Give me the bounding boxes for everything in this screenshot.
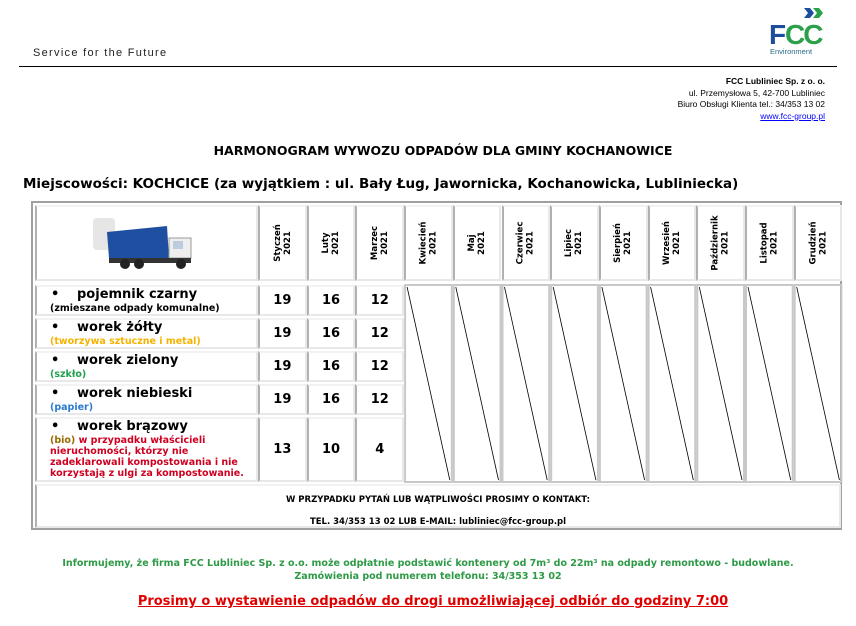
diagonal-line [455,286,499,481]
empty-month-cell [404,284,453,483]
waste-desc: (tworzywa sztuczne i metal) [50,336,201,347]
contact-row: W PRZYPADKU PYTAŃ LUB WĄTPLIWOŚCI PROSIM… [35,484,841,528]
collection-date: 16 [306,318,356,349]
month-header: Czerwiec 2021 [501,205,551,281]
waste-desc: (szkło) [50,369,87,380]
waste-name: pojemnik czarny [77,287,198,302]
diagonal-line [406,286,451,481]
collection-date: 19 [258,318,307,349]
bullet: • [51,353,60,368]
info-line-1: Informujemy, że firma FCC Lubliniec Sp. … [62,558,794,569]
company-info: FCC Lubliniec Sp. z o. o. ul. Przemysłow… [678,76,825,122]
location-heading: Miejscowości: KOCHCICE (za wyjątkiem : u… [23,176,739,192]
empty-month-cell [696,284,745,483]
bullet: • [51,287,60,302]
collection-date: 16 [306,384,356,415]
header-divider [19,66,837,67]
empty-month-cell [647,284,697,483]
collection-date: 4 [355,417,405,482]
waste-desc: (zmieszane odpady komunalne) [50,303,220,314]
month-header: Maj 2021 [452,205,502,281]
waste-name: worek brązowy [77,419,188,434]
collection-date: 16 [306,351,356,382]
company-address: ul. Przemysłowa 5, 42-700 Lubliniec [688,87,825,98]
svg-text:CC: CC [785,19,823,50]
collection-date: 12 [355,384,405,415]
collection-date: 19 [258,351,307,382]
diagonal-line [650,286,694,481]
collection-date: 12 [355,285,405,316]
empty-month-cell [550,284,599,483]
contact-line-2: TEL. 34/353 13 02 LUB E-MAIL: lubliniec@… [309,517,567,527]
empty-month-cell [598,284,648,483]
garbage-truck-icon [93,218,192,269]
diagonal-line [552,286,597,481]
waste-desc: w przypadku właścicieli nieruchomości, k… [50,435,244,479]
month-header: Kwiecień 2021 [404,205,453,281]
collection-time-notice: Prosimy o wystawienie odpadów do drogi u… [137,594,729,609]
empty-month-cell [452,284,502,483]
no-collection-diagonals [404,284,843,483]
truck-image-cell [35,205,258,281]
bullet: • [51,320,60,335]
contact-line-1: W PRZYPADKU PYTAŃ LUB WĄTPLIWOŚCI PROSIM… [285,495,591,505]
month-header: Luty 2021 [306,205,356,281]
month-header: Październik 2021 [696,205,745,281]
collection-date: 19 [258,384,307,415]
empty-month-cell [793,284,843,483]
waste-desc: (papier) [50,402,94,413]
bullet: • [51,386,60,401]
schedule-table: Styczeń 2021 Luty 2021 Marzec 2021 Kwiecień 202… [31,201,843,530]
collection-date: 10 [306,417,356,482]
diagonal-line [747,286,792,481]
svg-text:Environment: Environment [770,47,813,56]
waste-type-label: • worek niebieski (papier) [35,384,258,415]
svg-text:F: F [769,19,786,50]
company-name: FCC Lubliniec Sp. z o. o. [725,76,825,86]
bullet: • [51,419,60,434]
month-header: Marzec 2021 [355,205,405,281]
empty-month-cell [501,284,551,483]
diagonal-line [796,286,840,481]
month-header: Listopad 2021 [745,205,794,281]
collection-date: 19 [258,285,307,316]
month-header: Sierpień 2021 [598,205,648,281]
waste-type-label: • pojemnik czarny (zmieszane odpady komuna… [35,285,258,316]
month-header: Wrzesień 2021 [647,205,697,281]
collection-date: 12 [355,318,405,349]
waste-desc-prefix: (bio) [50,435,76,446]
collection-date: 13 [258,417,307,482]
waste-type-label: • worek żółty (tworzywa sztuczne i metal) [35,318,258,349]
waste-name: worek niebieski [77,386,193,401]
month-header: Styczeń 2021 [258,205,307,281]
page-title: HARMONOGRAM WYWOZU ODPADÓW DLA GMINY KOC… [213,143,673,158]
diagonal-line [698,286,743,481]
company-phone: Biuro Obsługi Klienta tel.: 34/353 13 02 [677,99,825,109]
empty-month-cell [745,284,794,483]
fcc-logo: F CC Environment [769,8,825,56]
month-header: Lipiec 2021 [550,205,599,281]
waste-type-label: • worek zielony (szkło) [35,351,258,382]
website-link[interactable]: www.fcc-group.pl [760,110,825,121]
diagonal-line [504,286,548,481]
tagline: Service for the Future [33,47,168,59]
container-info: Informujemy, że firma FCC Lubliniec Sp. … [0,557,856,583]
waste-name: worek zielony [77,353,179,368]
waste-type-label: • worek brązowy (bio) w przypadku właścici… [35,417,258,482]
info-line-2: Zamówienia pod numerem telefonu: 34/353 … [294,571,562,582]
collection-date: 12 [355,351,405,382]
collection-date: 16 [306,285,356,316]
diagonal-line [601,286,645,481]
month-header: Grudzień 2021 [793,205,843,281]
waste-name: worek żółty [77,320,163,335]
